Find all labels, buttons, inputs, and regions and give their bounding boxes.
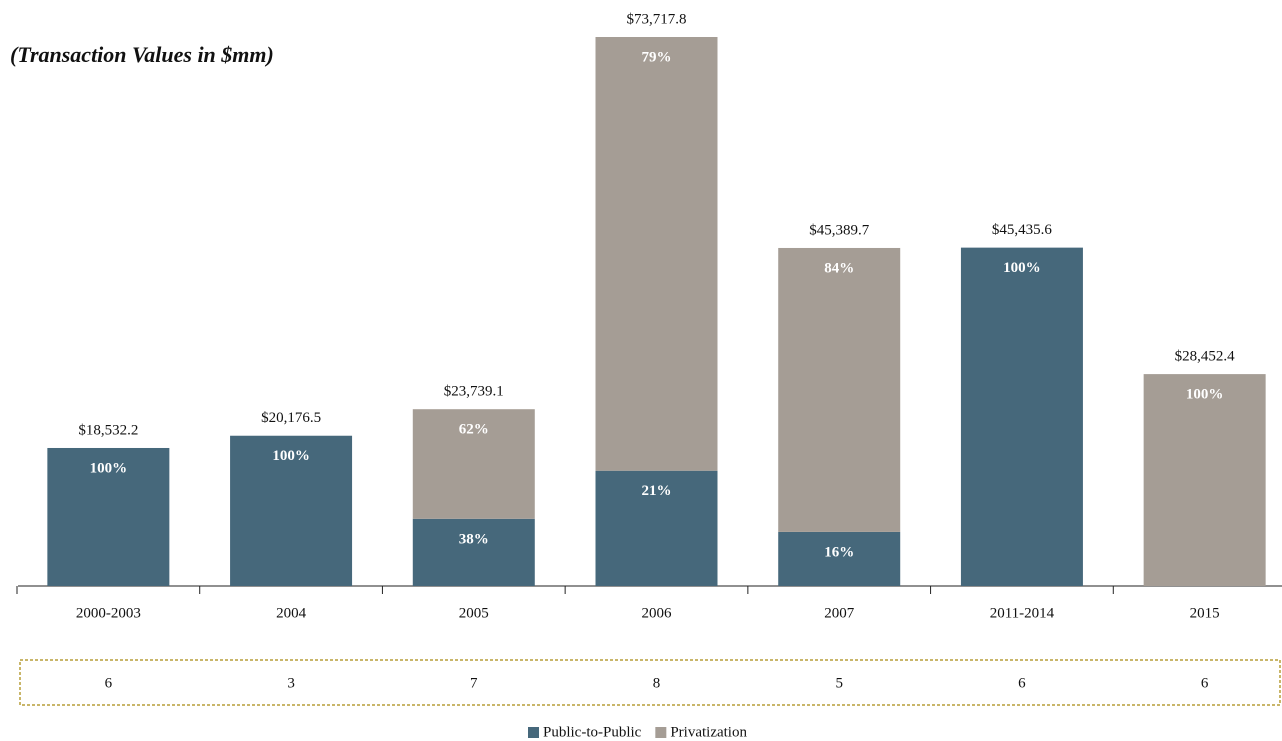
legend-label: Public-to-Public [543, 724, 642, 740]
segment-label: 79% [642, 49, 672, 65]
bar-segment [47, 447, 170, 586]
total-label: $23,739.1 [444, 384, 504, 400]
bar-segment [412, 409, 535, 519]
bar-segment [960, 247, 1083, 586]
legend-label: Privatization [670, 724, 747, 740]
bar-segment [778, 247, 901, 532]
bar-segment [595, 37, 718, 471]
deal-count: 3 [287, 675, 295, 691]
total-label: $28,452.4 [1175, 349, 1236, 365]
segment-label: 84% [824, 260, 854, 276]
legend-swatch [528, 727, 539, 738]
chart-title: (Transaction Values in $mm) [10, 42, 274, 67]
segment-label: 38% [459, 531, 489, 547]
segment-label: 21% [642, 483, 672, 499]
total-label: $45,389.7 [809, 222, 870, 238]
total-label: $18,532.2 [78, 422, 138, 438]
deal-count: 7 [470, 675, 478, 691]
x-tick-label: 2000-2003 [76, 605, 141, 621]
segment-label: 62% [459, 422, 489, 438]
x-tick-label: 2015 [1190, 605, 1220, 621]
total-label: $73,717.8 [627, 11, 687, 27]
deal-count: 6 [105, 675, 113, 691]
x-tick-label: 2007 [824, 605, 855, 621]
deal-count: 6 [1201, 675, 1209, 691]
segment-label: 100% [1186, 387, 1224, 403]
x-tick-label: 2005 [459, 605, 489, 621]
bar-segment [778, 531, 901, 586]
deal-count: 6 [1018, 675, 1026, 691]
x-tick-label: 2006 [642, 605, 673, 621]
segment-label: 100% [272, 448, 310, 464]
segment-label: 16% [824, 544, 854, 560]
x-tick-label: 2011-2014 [990, 605, 1055, 621]
bar-segment [412, 518, 535, 586]
deal-count: 5 [835, 675, 843, 691]
bar-segment [1143, 374, 1266, 586]
total-label: $45,435.6 [992, 222, 1053, 238]
bar-segment [595, 470, 718, 586]
legend-swatch [655, 727, 667, 738]
deal-count-box [19, 659, 1281, 706]
segment-label: 100% [90, 460, 128, 476]
x-tick-label: 2004 [276, 605, 307, 621]
deal-count: 8 [653, 675, 661, 691]
total-label: $20,176.5 [261, 410, 321, 426]
segment-label: 100% [1003, 260, 1041, 276]
bar-segment [230, 435, 353, 586]
